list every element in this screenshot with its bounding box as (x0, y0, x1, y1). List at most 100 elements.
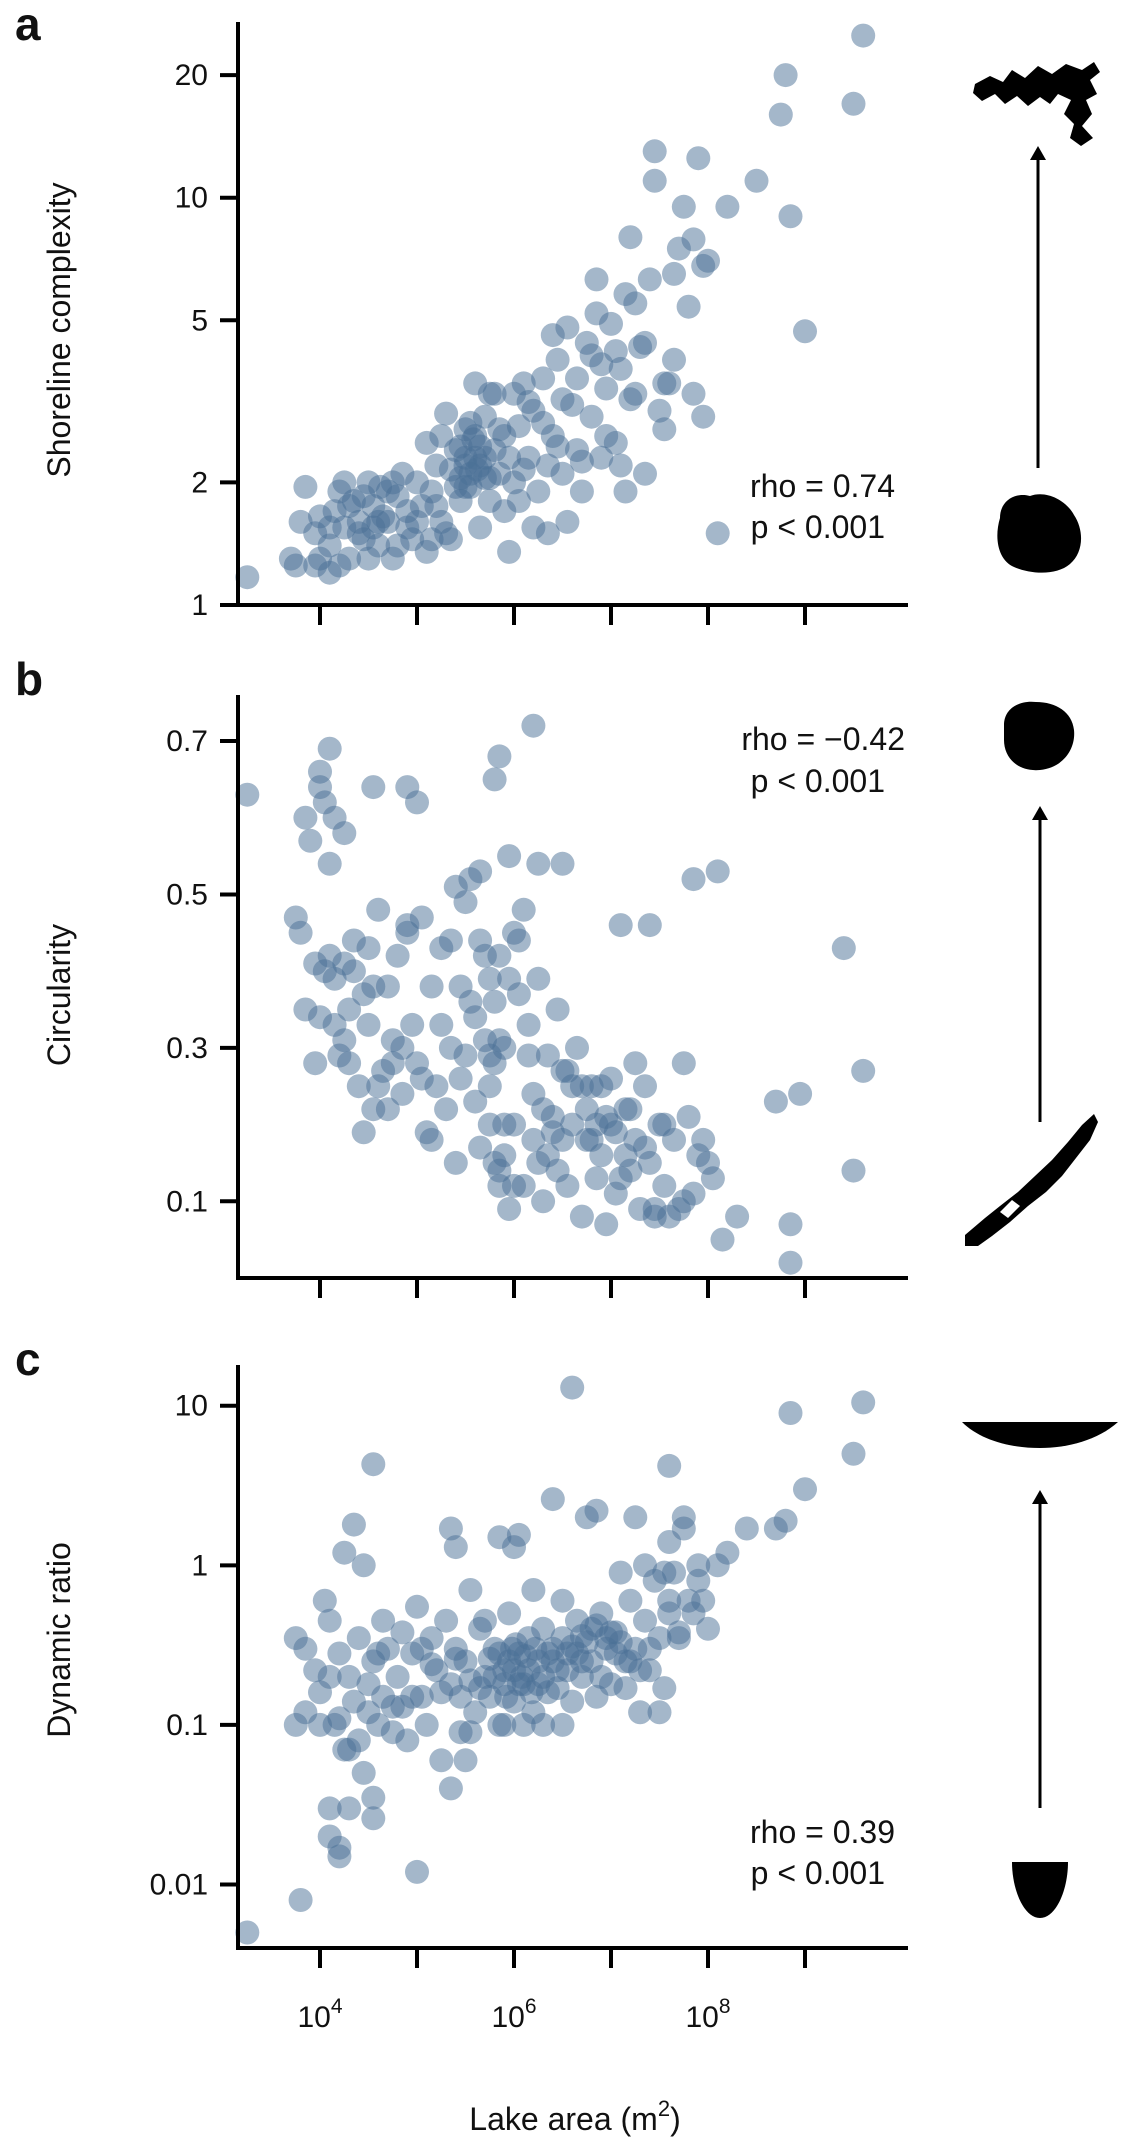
y-axis-title-b: Circularity (41, 924, 77, 1066)
data-point-c-106 (560, 1375, 585, 1400)
data-point-c-108 (341, 1512, 366, 1537)
data-point-b-122 (468, 928, 493, 953)
data-point-c-98 (715, 1540, 740, 1565)
data-point-c-83 (633, 1608, 657, 1633)
x-tick-labels: 104 106 108 (297, 1995, 730, 2034)
shallow-basin-icon (962, 1422, 1118, 1448)
data-point-c-170 (308, 1712, 332, 1737)
panel-label-b: b (15, 653, 43, 705)
data-point-a-98 (584, 301, 609, 326)
data-point-b-153 (696, 1150, 720, 1175)
data-point-a-81 (671, 194, 696, 219)
data-point-b-178 (463, 1089, 488, 1114)
data-point-c-125 (652, 1560, 677, 1585)
data-point-c-168 (327, 1706, 352, 1731)
data-point-a-32 (434, 401, 459, 426)
deep-basin-icon (1012, 1862, 1068, 1918)
data-point-c-184 (453, 1748, 478, 1773)
data-point-a-163 (453, 474, 478, 499)
data-point-b-157 (390, 1035, 415, 1060)
data-point-b-168 (531, 1097, 556, 1122)
data-point-b-138 (589, 1143, 614, 1168)
data-point-c-25 (351, 1760, 376, 1785)
data-point-b-116 (453, 890, 478, 915)
data-point-a-73 (633, 461, 657, 486)
data-point-b-22 (337, 997, 362, 1022)
data-point-a-128 (419, 527, 444, 552)
data-point-c-101 (773, 1508, 798, 1533)
data-point-b-78 (608, 913, 633, 938)
data-point-a-75 (642, 168, 667, 193)
data-point-b-100 (778, 1250, 803, 1275)
y-tick-label-a-1: 2 (191, 466, 208, 499)
scatter-panel-a: 1 2 5 10 20 (175, 22, 908, 625)
stat-p-c: p < 0.001 (751, 1855, 885, 1891)
data-point-c-190 (613, 1676, 638, 1701)
data-point-c-118 (584, 1498, 609, 1523)
data-point-c-42 (434, 1608, 459, 1633)
data-point-a-127 (380, 470, 405, 495)
stat-p-b: p < 0.001 (751, 763, 885, 799)
data-point-b-179 (472, 1028, 497, 1053)
data-point-a-39 (468, 515, 493, 540)
data-point-b-65 (545, 997, 570, 1022)
data-point-a-63 (584, 267, 609, 292)
data-point-c-62 (531, 1616, 556, 1641)
data-point-a-156 (662, 261, 686, 286)
y-tick-label-c-3: 10 (175, 1390, 208, 1423)
data-point-b-26 (356, 1012, 381, 1037)
data-point-a-51 (526, 479, 551, 504)
stat-rho-b: rho = −0.42 (741, 721, 905, 757)
data-point-a-92 (793, 319, 817, 344)
data-point-b-131 (540, 1120, 565, 1145)
data-point-c-180 (628, 1658, 653, 1683)
data-point-b-117 (395, 913, 420, 938)
y-tick-label-a-0: 1 (191, 589, 208, 622)
data-point-a-93 (841, 91, 866, 116)
data-point-b-101 (778, 1212, 803, 1237)
data-point-b-12 (361, 775, 386, 800)
data-point-c-138 (500, 1636, 525, 1661)
data-point-c-0 (235, 1920, 260, 1945)
data-point-c-33 (390, 1620, 415, 1645)
data-point-c-120 (657, 1453, 682, 1478)
x-tick-label-1e4: 104 (297, 1995, 342, 2034)
complex-shoreline-lake-icon (973, 62, 1100, 146)
data-point-b-96 (725, 1204, 750, 1229)
data-point-a-123 (332, 470, 357, 495)
data-point-b-3 (293, 805, 318, 830)
data-point-a-76 (647, 398, 672, 423)
data-point-a-60 (569, 479, 594, 504)
simple-shoreline-lake-icon (997, 494, 1082, 573)
data-point-b-123 (448, 1066, 473, 1091)
data-point-a-142 (545, 434, 570, 459)
data-point-a-87 (705, 521, 730, 546)
data-point-a-167 (461, 427, 486, 452)
data-point-a-134 (482, 381, 507, 406)
data-point-a-55 (545, 347, 570, 372)
y-tick-label-c-1: 0.1 (166, 1709, 208, 1742)
data-point-a-84 (686, 146, 711, 171)
data-point-b-127 (492, 1143, 517, 1168)
data-point-c-8 (361, 1806, 386, 1831)
data-point-a-124 (351, 484, 376, 509)
data-point-c-126 (521, 1578, 546, 1602)
data-point-a-57 (555, 509, 580, 534)
data-point-b-35 (400, 1012, 425, 1037)
data-point-c-107 (361, 1452, 386, 1477)
data-point-c-111 (438, 1516, 463, 1541)
data-point-a-8 (317, 533, 342, 558)
data-point-b-107 (487, 744, 512, 769)
data-point-a-143 (550, 387, 575, 412)
data-point-b-95 (710, 1227, 735, 1252)
data-point-c-187 (511, 1712, 536, 1737)
data-point-c-105 (851, 1390, 876, 1415)
scatter-panel-c: 0.01 0.1 1 10 (150, 1365, 908, 1968)
data-point-c-185 (458, 1720, 483, 1745)
y-tick-label-a-2: 5 (191, 304, 208, 337)
data-point-c-165 (356, 1700, 381, 1725)
data-point-c-6 (337, 1796, 362, 1821)
data-point-c-164 (366, 1641, 391, 1666)
data-point-b-155 (366, 1074, 391, 1099)
